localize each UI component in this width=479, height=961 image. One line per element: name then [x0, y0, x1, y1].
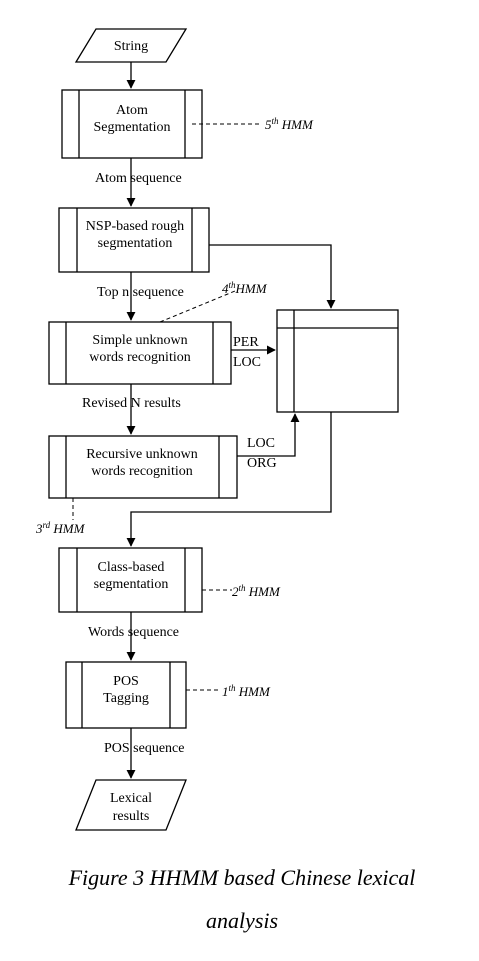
simple-label-line1: Simple unknown	[92, 333, 187, 348]
edge-loc-2: LOC	[247, 436, 275, 451]
pos-label-line1: POS	[113, 674, 139, 689]
atom-label-line1: Atom	[116, 103, 148, 118]
hmm-1th-label: 1th HMM	[222, 683, 271, 699]
atom-label-line2: Segmentation	[94, 120, 171, 135]
nsp-label-line1: NSP-based rough	[86, 219, 184, 234]
edge-pos-sequence: POS sequence	[104, 741, 185, 756]
recursive-label-line1: Recursive unknown	[86, 447, 198, 462]
hmm-4th-label: 4thHMM	[222, 280, 268, 296]
lexical-results-node: Lexical results	[75, 779, 187, 831]
arrow-result-to-class	[126, 412, 332, 547]
recursive-label-line2: words recognition	[91, 464, 192, 479]
edge-org: ORG	[247, 456, 277, 471]
pos-tagging-node: POS Tagging	[65, 661, 187, 729]
edge-per: PER	[233, 335, 259, 350]
edge-words-sequence: Words sequence	[88, 625, 179, 640]
arrow-recursive-to-result	[237, 413, 300, 457]
lexical-label-line2: results	[113, 809, 150, 824]
figure-caption-line1: Figure 3 HHMM based Chinese lexical	[68, 865, 416, 890]
pos-label-line2: Tagging	[103, 691, 149, 706]
class-label-line1: Class-based	[98, 560, 165, 575]
string-node: String	[74, 28, 188, 63]
hmm-3rd-label: 3rd HMM	[35, 520, 86, 536]
hmm-5th-label: 5th HMM	[265, 116, 314, 132]
nsp-label-line2: segmentation	[98, 236, 173, 251]
edge-top-n-sequence: Top n sequence	[97, 285, 184, 300]
simple-label-line2: words recognition	[89, 350, 190, 365]
lexical-label-line1: Lexical	[110, 791, 152, 806]
result-table-node	[276, 309, 399, 413]
simple-unknown-node: Simple unknown words recognition	[48, 321, 232, 385]
atom-segmentation-node: Atom Segmentation	[61, 89, 203, 159]
hmm-2th-label: 2th HMM	[232, 583, 281, 599]
recursive-unknown-node: Recursive unknown words recognition	[48, 435, 238, 499]
string-label: String	[114, 39, 148, 54]
class-based-node: Class-based segmentation	[58, 547, 203, 613]
figure-caption-line2: analysis	[206, 908, 278, 933]
arrow-nsp-to-result	[209, 244, 336, 309]
edge-atom-sequence: Atom sequence	[95, 171, 182, 186]
nsp-segmentation-node: NSP-based rough segmentation	[58, 207, 210, 273]
class-label-line2: segmentation	[94, 577, 169, 592]
edge-loc-1: LOC	[233, 355, 261, 370]
edge-revised-n-results: Revised N results	[82, 396, 181, 411]
